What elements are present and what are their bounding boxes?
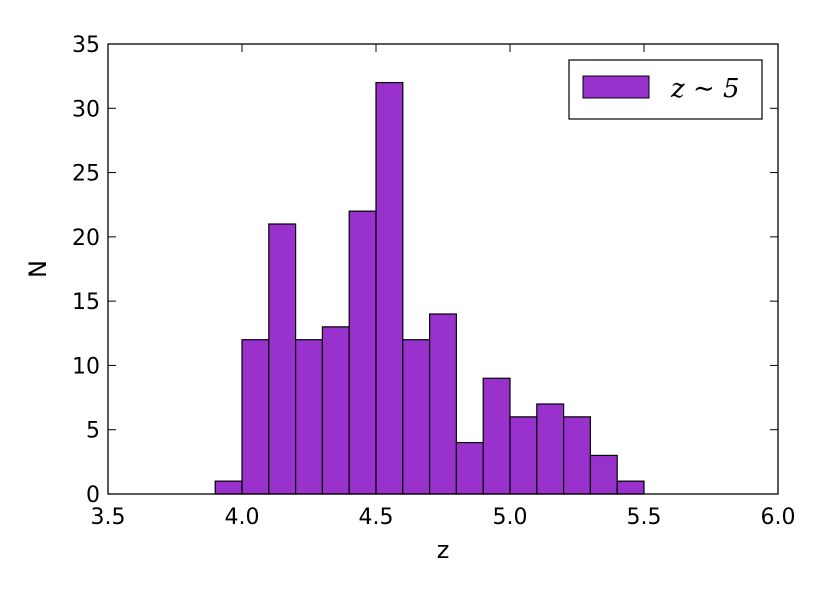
y-tick-label-4: 20 <box>72 226 100 251</box>
legend-swatch <box>582 75 650 99</box>
legend: z ∼ 5 <box>568 59 763 120</box>
y-tick-label-5: 25 <box>72 162 100 187</box>
histogram-bar-4 <box>321 326 350 495</box>
histogram-bar-14 <box>589 454 618 495</box>
histogram-bar-10 <box>482 377 511 495</box>
y-tick-label-1: 5 <box>86 419 100 444</box>
x-tick-label-0: 3.5 <box>91 505 126 530</box>
x-tick-label-3: 5.0 <box>493 505 528 530</box>
histogram-bar-7 <box>402 339 431 495</box>
y-tick-label-3: 15 <box>72 290 100 315</box>
plot-frame <box>107 43 779 495</box>
x-tick-label-4: 5.5 <box>627 505 662 530</box>
y-axis-label: N <box>24 260 52 278</box>
legend-label: z ∼ 5 <box>670 74 740 104</box>
bars-group <box>214 81 645 495</box>
histogram-bar-12 <box>536 403 565 495</box>
histogram-bar-6 <box>375 81 404 495</box>
histogram-bar-0 <box>214 480 243 495</box>
histogram-bar-13 <box>562 416 591 495</box>
histogram-bar-5 <box>348 210 377 495</box>
x-tick-label-1: 4.0 <box>225 505 260 530</box>
x-tick-label-2: 4.5 <box>359 505 394 530</box>
tick-labels-group: 3.5 4.0 4.5 5.0 5.5 6.0 0 5 10 15 20 25 30 35 <box>72 33 796 530</box>
histogram-bar-15 <box>616 480 645 495</box>
y-tick-label-6: 30 <box>72 97 100 122</box>
histogram-bar-9 <box>455 441 484 495</box>
y-tick-label-2: 10 <box>72 354 100 379</box>
histogram-bar-11 <box>509 416 538 495</box>
x-axis-label: z <box>437 536 450 564</box>
histogram-bar-3 <box>295 339 324 495</box>
histogram-bar-2 <box>268 223 297 495</box>
histogram-bar-8 <box>429 313 458 495</box>
y-tick-label-0: 0 <box>86 483 100 508</box>
histogram-bar-1 <box>241 339 270 495</box>
x-tick-label-5: 6.0 <box>761 505 796 530</box>
y-tick-label-7: 35 <box>72 33 100 58</box>
